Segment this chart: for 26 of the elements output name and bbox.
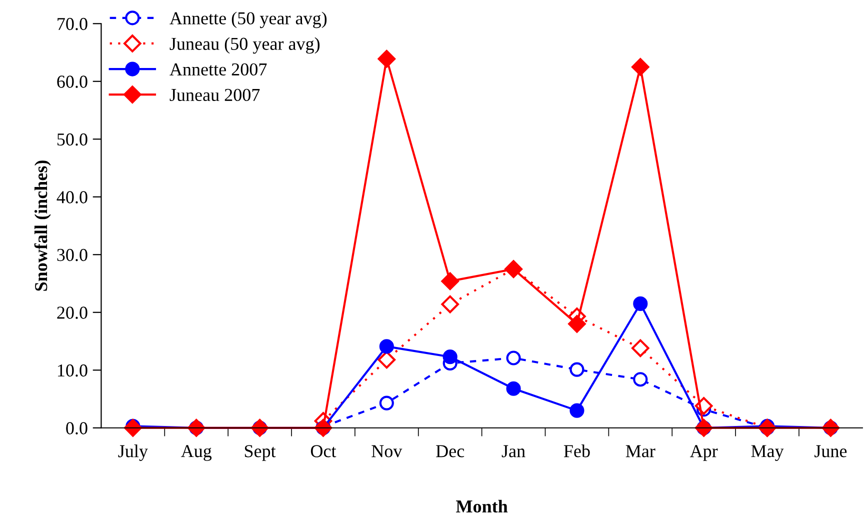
- x-tick-label: Jan: [502, 445, 526, 458]
- legend-label: Juneau (50 year avg): [170, 37, 320, 54]
- x-tick-label: Sept: [244, 445, 276, 461]
- y-tick-label: 10.0: [58, 364, 88, 377]
- y-axis-title: Snowfall (inches): [34, 160, 51, 291]
- x-tick-label: Mar: [626, 445, 656, 458]
- y-tick-label: 20.0: [57, 306, 88, 319]
- x-tick-label: Apr: [690, 445, 718, 461]
- y-tick-label: 30.0: [57, 248, 88, 262]
- y-tick-label: 70.0: [58, 18, 88, 30]
- y-tick-label: 0.0: [66, 422, 88, 434]
- legend-label: Juneau 2007: [170, 88, 260, 102]
- y-tick-label: 60.0: [57, 76, 88, 88]
- x-tick-label: July: [118, 444, 148, 461]
- x-tick-label: May: [751, 445, 784, 461]
- y-tick-label: 40.0: [56, 191, 88, 204]
- x-axis-title: Month: [456, 500, 508, 513]
- legend-label: Annette 2007: [170, 63, 267, 76]
- x-tick-label: Nov: [372, 445, 402, 458]
- legend-label: Annette (50 year avg): [170, 12, 327, 28]
- x-tick-label: June: [814, 445, 847, 458]
- x-tick-label: Aug: [180, 445, 212, 461]
- x-tick-label: Dec: [436, 445, 464, 458]
- x-tick-label: Oct: [310, 445, 336, 458]
- y-tick-label: 50.0: [57, 133, 88, 146]
- x-tick-label: Feb: [564, 444, 590, 458]
